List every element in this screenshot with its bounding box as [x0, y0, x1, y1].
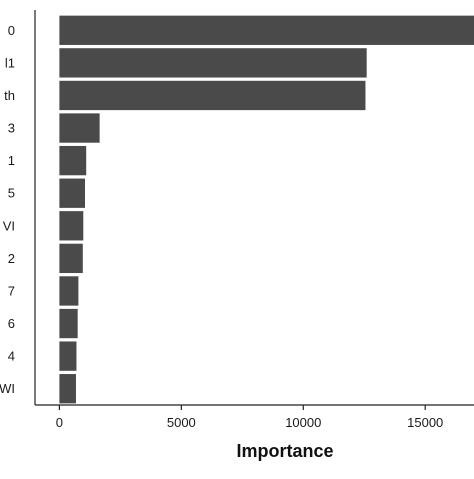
- bar-7: [59, 276, 79, 306]
- bars-layer: [59, 15, 474, 404]
- category-label: WI: [0, 381, 15, 396]
- bar-th: [59, 80, 366, 111]
- bar-WI: [59, 374, 76, 404]
- category-label: VI: [3, 218, 15, 233]
- category-label: 1: [8, 153, 15, 168]
- bar-4: [59, 341, 77, 371]
- x-tick-label: 5000: [167, 415, 196, 430]
- category-label: 6: [8, 316, 15, 331]
- x-tick-label: 0: [56, 415, 63, 430]
- bar-3: [59, 113, 100, 143]
- bar-5: [59, 178, 85, 208]
- x-tick-label: 10000: [285, 415, 321, 430]
- bar-6: [59, 308, 78, 339]
- category-label: 5: [8, 186, 15, 201]
- category-label: th: [4, 88, 15, 103]
- category-label: 7: [8, 283, 15, 298]
- bar-l1: [59, 48, 367, 78]
- bar-1: [59, 145, 87, 176]
- category-label: l1: [5, 55, 15, 70]
- bar-VI: [59, 211, 84, 241]
- category-labels: 0 l1 th 3 1 5 VI 2 7 6 4 WI: [0, 23, 15, 396]
- category-label: 2: [8, 251, 15, 266]
- bar-2: [59, 243, 83, 274]
- x-axis-title: Importance: [236, 441, 333, 461]
- category-label: 4: [8, 349, 15, 364]
- category-label: 0: [8, 23, 15, 38]
- x-tick-label: 15000: [407, 415, 443, 430]
- bar-0: [59, 15, 474, 45]
- x-axis-ticks: 0 5000 10000 15000: [56, 405, 443, 430]
- category-label: 3: [8, 121, 15, 136]
